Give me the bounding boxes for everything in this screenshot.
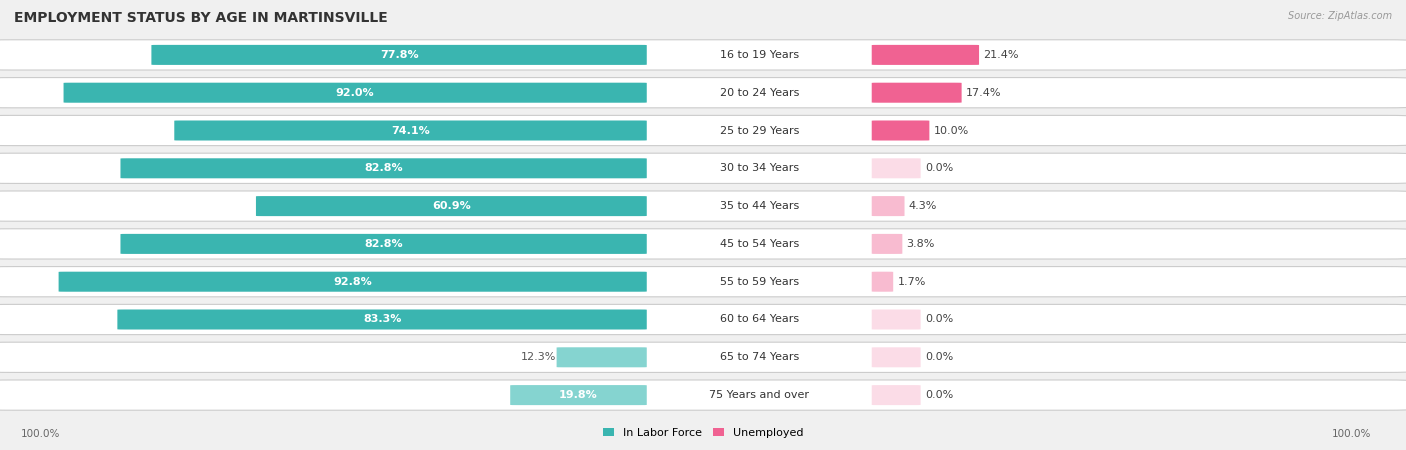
FancyBboxPatch shape <box>872 196 904 216</box>
FancyBboxPatch shape <box>117 310 647 329</box>
Text: 12.3%: 12.3% <box>522 352 557 362</box>
Text: 4.3%: 4.3% <box>908 201 938 211</box>
FancyBboxPatch shape <box>872 121 929 140</box>
Text: 100.0%: 100.0% <box>21 429 60 439</box>
Text: 55 to 59 Years: 55 to 59 Years <box>720 277 799 287</box>
FancyBboxPatch shape <box>872 385 921 405</box>
Text: 0.0%: 0.0% <box>925 352 953 362</box>
Legend: In Labor Force, Unemployed: In Labor Force, Unemployed <box>598 423 808 442</box>
FancyBboxPatch shape <box>152 45 647 65</box>
Text: Source: ZipAtlas.com: Source: ZipAtlas.com <box>1288 11 1392 21</box>
FancyBboxPatch shape <box>872 310 921 329</box>
FancyBboxPatch shape <box>59 272 647 292</box>
Text: 21.4%: 21.4% <box>983 50 1019 60</box>
FancyBboxPatch shape <box>63 83 647 103</box>
FancyBboxPatch shape <box>0 342 1406 373</box>
Text: 60 to 64 Years: 60 to 64 Years <box>720 315 799 324</box>
Text: 75 Years and over: 75 Years and over <box>709 390 810 400</box>
Text: 0.0%: 0.0% <box>925 390 953 400</box>
Text: 10.0%: 10.0% <box>934 126 969 135</box>
Text: 82.8%: 82.8% <box>364 163 404 173</box>
Text: 19.8%: 19.8% <box>560 390 598 400</box>
Text: 92.8%: 92.8% <box>333 277 373 287</box>
Text: 1.7%: 1.7% <box>897 277 925 287</box>
Text: 65 to 74 Years: 65 to 74 Years <box>720 352 799 362</box>
FancyBboxPatch shape <box>0 304 1406 335</box>
FancyBboxPatch shape <box>0 40 1406 70</box>
FancyBboxPatch shape <box>0 229 1406 259</box>
Text: 0.0%: 0.0% <box>925 315 953 324</box>
Text: 20 to 24 Years: 20 to 24 Years <box>720 88 799 98</box>
FancyBboxPatch shape <box>872 272 893 292</box>
FancyBboxPatch shape <box>0 153 1406 184</box>
FancyBboxPatch shape <box>0 191 1406 221</box>
Text: 83.3%: 83.3% <box>363 315 401 324</box>
FancyBboxPatch shape <box>0 115 1406 146</box>
Text: 35 to 44 Years: 35 to 44 Years <box>720 201 799 211</box>
Text: 100.0%: 100.0% <box>1331 429 1371 439</box>
FancyBboxPatch shape <box>0 266 1406 297</box>
FancyBboxPatch shape <box>121 234 647 254</box>
FancyBboxPatch shape <box>872 158 921 178</box>
Text: 60.9%: 60.9% <box>432 201 471 211</box>
FancyBboxPatch shape <box>0 380 1406 410</box>
Text: 17.4%: 17.4% <box>966 88 1001 98</box>
Text: 3.8%: 3.8% <box>907 239 935 249</box>
Text: 45 to 54 Years: 45 to 54 Years <box>720 239 799 249</box>
Text: EMPLOYMENT STATUS BY AGE IN MARTINSVILLE: EMPLOYMENT STATUS BY AGE IN MARTINSVILLE <box>14 11 388 25</box>
FancyBboxPatch shape <box>174 121 647 140</box>
FancyBboxPatch shape <box>557 347 647 367</box>
Text: 82.8%: 82.8% <box>364 239 404 249</box>
FancyBboxPatch shape <box>510 385 647 405</box>
FancyBboxPatch shape <box>872 234 903 254</box>
FancyBboxPatch shape <box>872 347 921 367</box>
Text: 77.8%: 77.8% <box>380 50 419 60</box>
FancyBboxPatch shape <box>872 45 979 65</box>
Text: 74.1%: 74.1% <box>391 126 430 135</box>
Text: 30 to 34 Years: 30 to 34 Years <box>720 163 799 173</box>
FancyBboxPatch shape <box>0 77 1406 108</box>
Text: 25 to 29 Years: 25 to 29 Years <box>720 126 799 135</box>
FancyBboxPatch shape <box>872 83 962 103</box>
FancyBboxPatch shape <box>121 158 647 178</box>
Text: 16 to 19 Years: 16 to 19 Years <box>720 50 799 60</box>
FancyBboxPatch shape <box>256 196 647 216</box>
Text: 0.0%: 0.0% <box>925 163 953 173</box>
Text: 92.0%: 92.0% <box>336 88 374 98</box>
